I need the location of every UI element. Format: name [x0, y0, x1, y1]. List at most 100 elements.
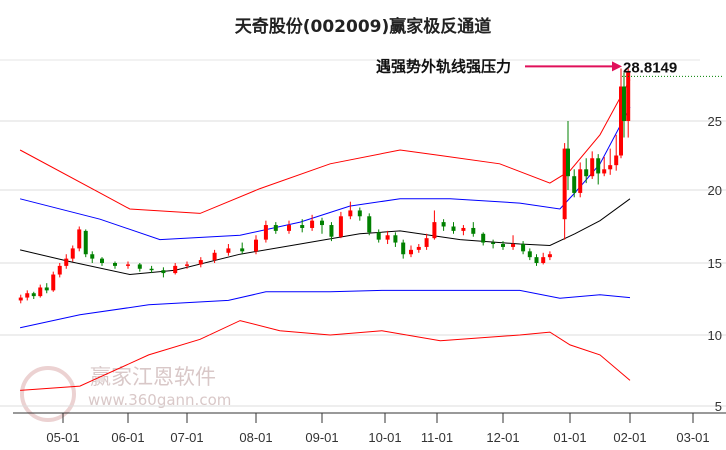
- watermark-brand: 赢家江恩软件: [90, 365, 216, 389]
- candle: [596, 154, 601, 185]
- channel-line-upper-outer: [19, 79, 631, 214]
- candle: [25, 290, 30, 301]
- candle-body: [57, 265, 62, 275]
- candle-body: [578, 169, 583, 193]
- y-tick-label: 25: [708, 114, 722, 129]
- candle: [263, 220, 268, 243]
- candle-body: [51, 274, 56, 291]
- candle: [212, 249, 217, 263]
- candle-body: [424, 238, 429, 247]
- candle-body: [18, 297, 23, 301]
- candle-body: [77, 229, 82, 249]
- x-tick-label: 10-01: [368, 430, 401, 445]
- candle-body: [254, 239, 258, 252]
- y-tick-label: 15: [708, 256, 722, 271]
- candle: [614, 134, 619, 171]
- candle-body: [100, 258, 104, 263]
- candle: [357, 207, 362, 221]
- candle: [572, 169, 577, 198]
- candle: [441, 219, 446, 231]
- candle-body: [320, 220, 324, 226]
- candle-body: [596, 158, 601, 174]
- candle: [137, 263, 142, 272]
- candle-body: [590, 158, 595, 177]
- candle-body: [441, 222, 446, 227]
- candle: [100, 257, 104, 266]
- candle: [622, 72, 626, 138]
- candle-body: [287, 225, 291, 231]
- candle: [273, 222, 278, 234]
- candle: [393, 232, 398, 247]
- watermark-seal-logo: [20, 366, 76, 422]
- candle: [149, 265, 154, 274]
- candle-body: [547, 254, 552, 258]
- candle: [565, 121, 570, 190]
- candle: [287, 220, 291, 234]
- candle: [348, 201, 353, 220]
- candle: [590, 151, 595, 179]
- x-tick-label: 12-01: [486, 430, 519, 445]
- candle-body: [310, 220, 315, 228]
- candle: [367, 213, 372, 236]
- candle: [90, 251, 95, 263]
- candle: [385, 230, 390, 245]
- candle-body: [38, 287, 43, 297]
- candle: [424, 233, 429, 250]
- candle: [185, 261, 189, 269]
- candle: [329, 222, 334, 242]
- candle: [608, 148, 613, 175]
- candle: [320, 217, 324, 234]
- candle-body: [376, 232, 381, 240]
- candle: [77, 226, 82, 252]
- candle-body: [338, 216, 343, 237]
- candle-body: [527, 251, 532, 258]
- candle-body: [541, 257, 546, 263]
- candle-body: [451, 226, 456, 231]
- candle-body: [64, 258, 69, 266]
- candle-body: [300, 225, 305, 228]
- candle-body: [226, 248, 231, 253]
- candle-body: [501, 244, 505, 247]
- candle-body: [562, 148, 567, 220]
- candle-body: [614, 155, 619, 166]
- candle-body: [44, 287, 49, 291]
- candle: [226, 244, 231, 256]
- candle-body: [113, 263, 117, 266]
- candle: [310, 214, 315, 231]
- x-tick-label: 08-01: [239, 430, 272, 445]
- x-tick-label: 09-01: [305, 430, 338, 445]
- candle-body: [83, 230, 88, 255]
- candle: [51, 271, 56, 292]
- candle-body: [31, 293, 36, 297]
- candle: [38, 284, 43, 298]
- candle: [83, 229, 88, 258]
- candle: [31, 291, 36, 299]
- candle-body: [572, 176, 577, 193]
- candle-body: [70, 248, 75, 259]
- candle: [521, 241, 526, 255]
- candle: [161, 267, 166, 278]
- candle-body: [385, 235, 390, 240]
- candle-body: [491, 242, 496, 245]
- candle-body: [263, 225, 268, 240]
- channel-line-upper-inner: [19, 106, 631, 241]
- candle: [471, 222, 476, 237]
- candle: [401, 239, 406, 259]
- candle: [240, 242, 245, 255]
- candle-body: [401, 242, 406, 255]
- candle-body: [521, 244, 526, 252]
- candle-body: [161, 270, 166, 274]
- x-tick-label: 11-01: [421, 430, 453, 445]
- candle: [451, 222, 456, 234]
- candle: [113, 261, 117, 269]
- candle: [562, 143, 567, 240]
- candle-body: [137, 264, 142, 269]
- channel-line-lower-outer: [20, 320, 631, 391]
- candle: [541, 252, 546, 265]
- x-tick-label: 01-01: [553, 430, 586, 445]
- candle: [254, 235, 258, 255]
- candle-body: [432, 222, 437, 239]
- candle: [461, 225, 466, 236]
